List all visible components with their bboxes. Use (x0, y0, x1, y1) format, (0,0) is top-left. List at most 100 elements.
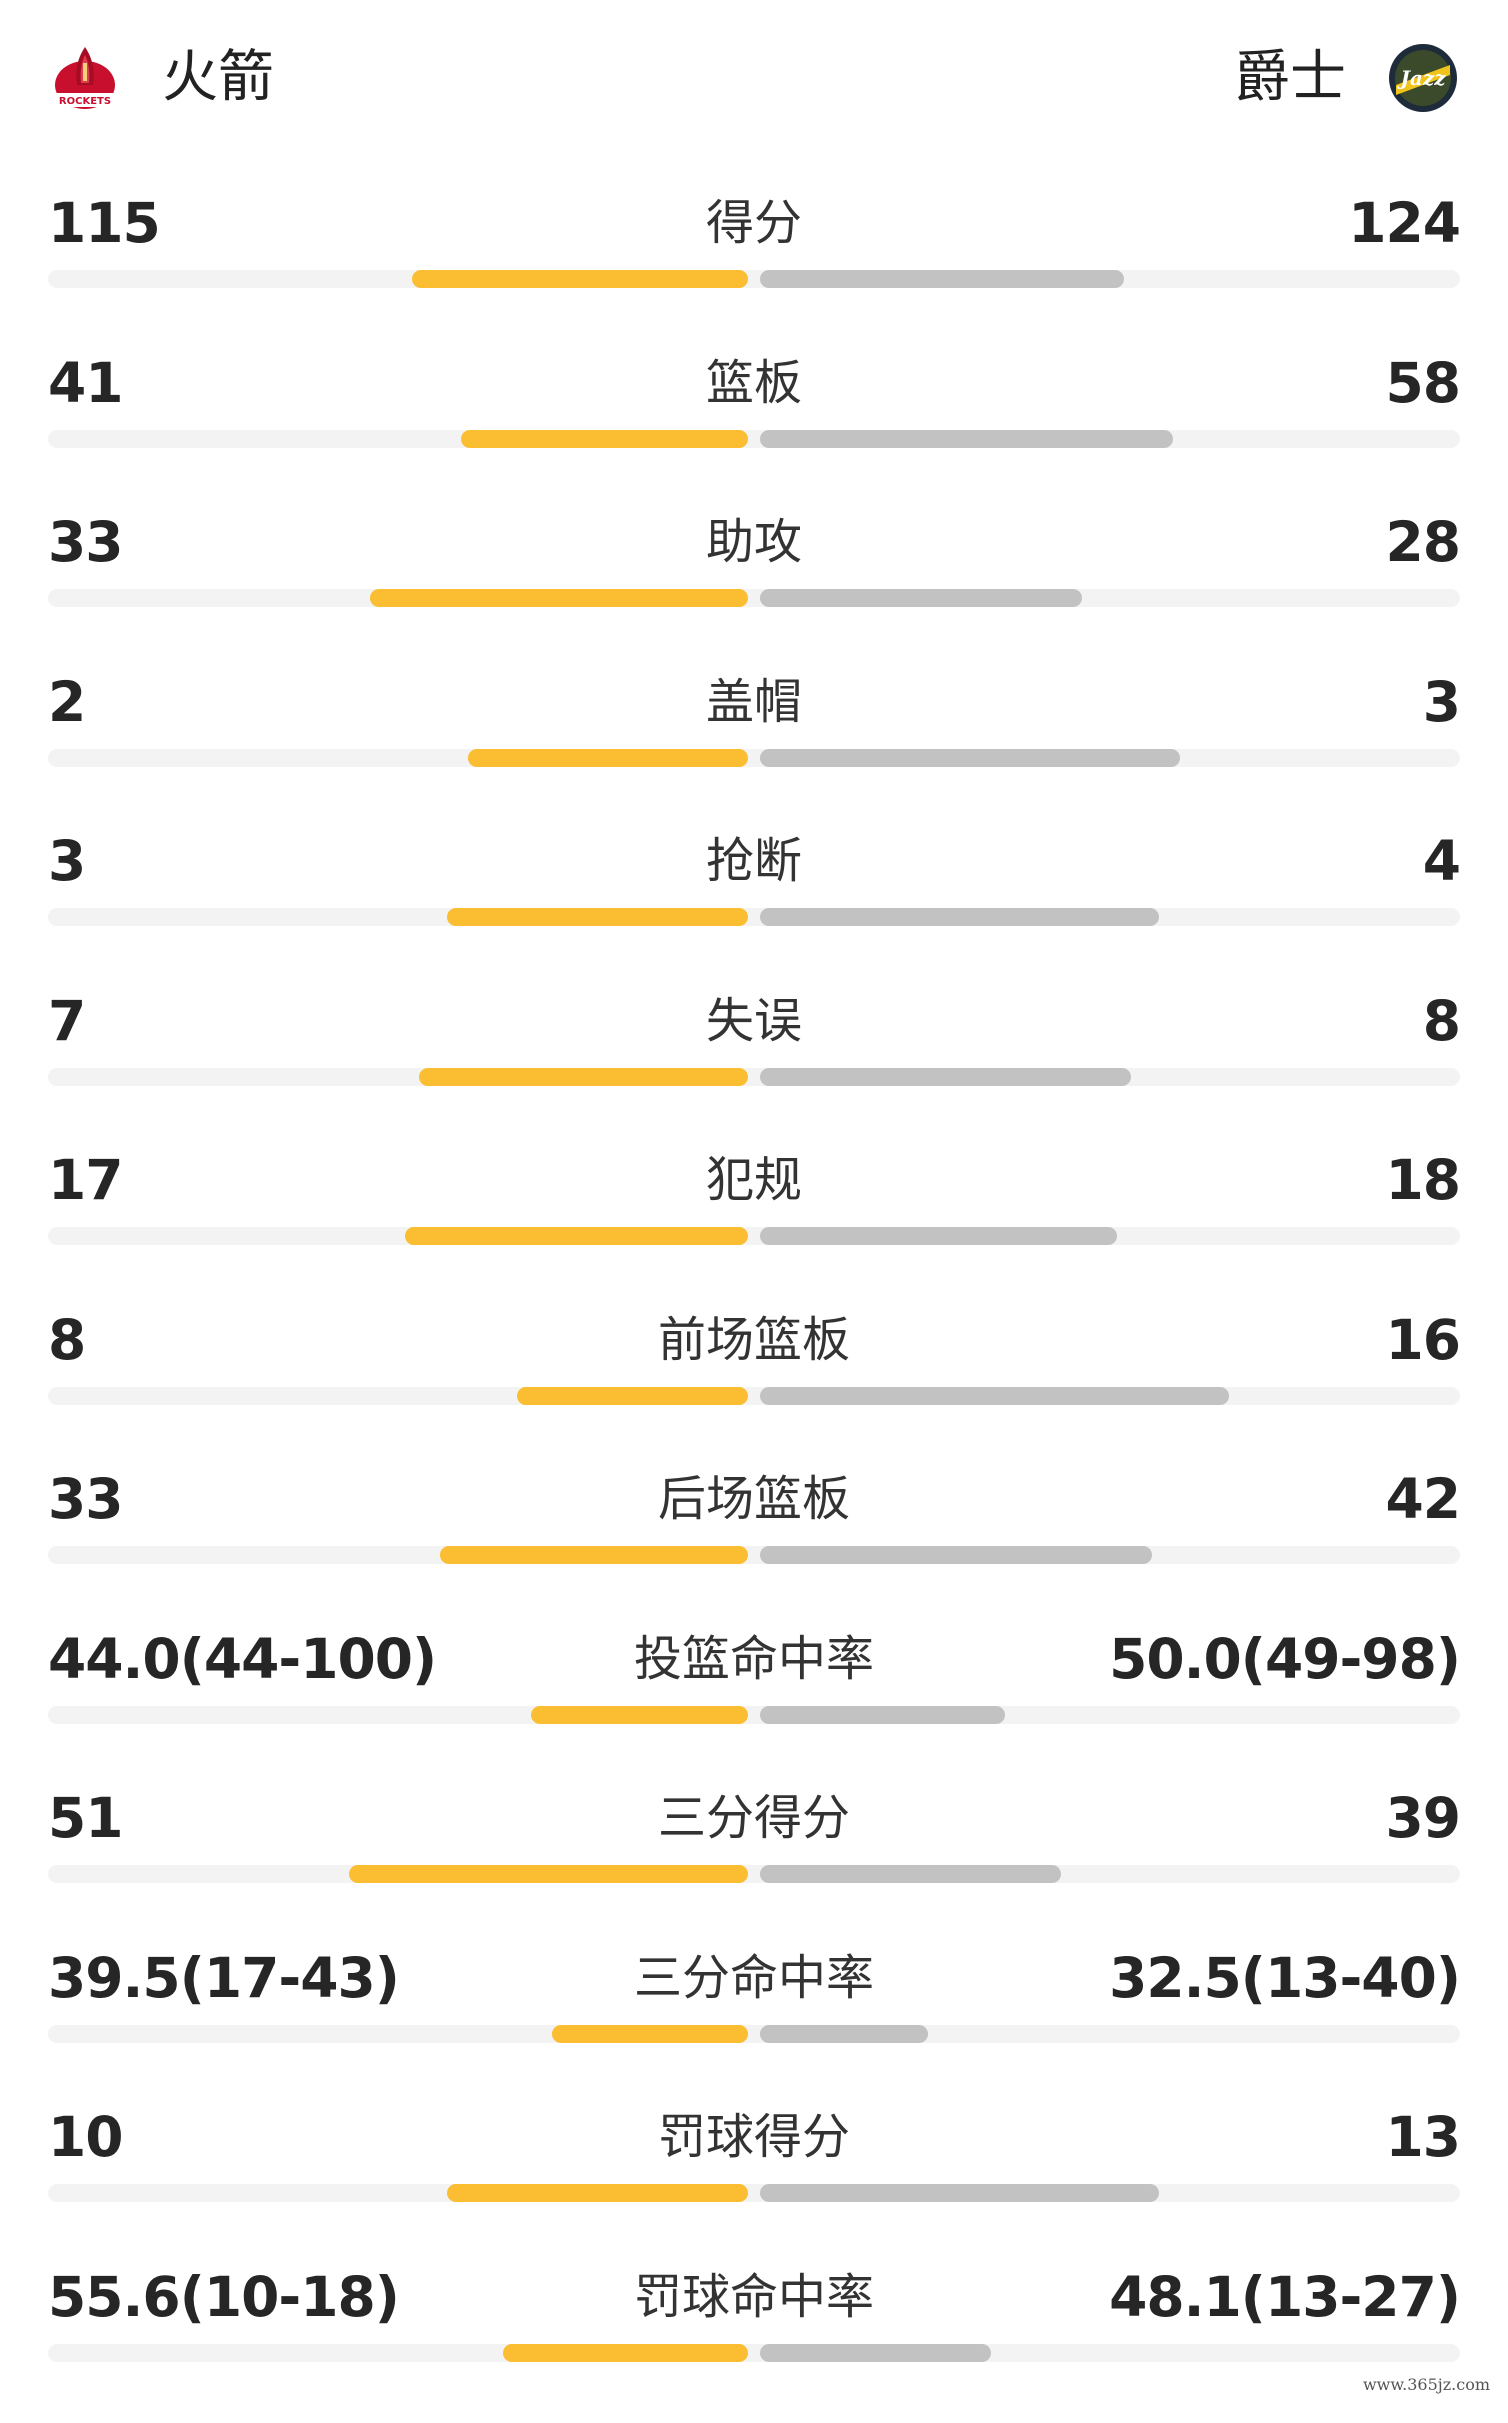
svg-text:ROCKETS: ROCKETS (59, 96, 111, 107)
stat-bar-track (48, 589, 1460, 607)
away-stat-bar (760, 908, 1159, 926)
home-stat-bar (447, 2184, 748, 2202)
home-team-name: 火箭 (162, 38, 274, 118)
away-stat-value: 124 (1348, 190, 1460, 256)
stat-bar-track (48, 1865, 1460, 1883)
away-stat-value: 42 (1385, 1466, 1460, 1532)
home-stat-bar (461, 430, 748, 448)
home-stat-bar (531, 1706, 748, 1724)
svg-text:Jazz: Jazz (1396, 66, 1446, 90)
home-stat-value: 115 (48, 190, 160, 256)
away-stat-bar (760, 749, 1180, 767)
stat-label: 罚球命中率 (554, 2264, 954, 2330)
away-stat-bar (760, 1227, 1117, 1245)
home-stat-value: 8 (48, 1307, 85, 1373)
away-stat-value: 48.1(13-27) (1109, 2264, 1460, 2330)
stat-bar-track (48, 1387, 1460, 1405)
away-stat-value: 39 (1385, 1785, 1460, 1851)
away-stat-value: 13 (1385, 2104, 1460, 2170)
stat-label: 投篮命中率 (554, 1626, 954, 1692)
stat-label: 助攻 (554, 509, 954, 575)
stat-label: 失误 (554, 988, 954, 1054)
away-stat-value: 4 (1423, 828, 1460, 894)
stat-label: 前场篮板 (554, 1307, 954, 1373)
stat-row: 41 篮板 58 (0, 350, 1508, 510)
away-stat-value: 28 (1385, 509, 1460, 575)
stat-bar-track (48, 270, 1460, 288)
away-stat-bar (760, 430, 1173, 448)
away-stat-bar (760, 270, 1124, 288)
home-stat-value: 33 (48, 509, 123, 575)
home-stat-value: 3 (48, 828, 85, 894)
stat-row: 10 罚球得分 13 (0, 2104, 1508, 2264)
away-stat-bar (760, 2184, 1159, 2202)
home-stat-value: 7 (48, 988, 85, 1054)
home-stat-bar (349, 1865, 748, 1883)
away-stat-bar (760, 1068, 1131, 1086)
home-stat-value: 33 (48, 1466, 123, 1532)
home-stat-bar (370, 589, 748, 607)
stat-row: 8 前场篮板 16 (0, 1307, 1508, 1467)
home-stat-bar (552, 2025, 748, 2043)
away-team[interactable]: 爵士 Jazz (1234, 38, 1460, 118)
stat-bar-track (48, 2184, 1460, 2202)
stat-label: 抢断 (554, 828, 954, 894)
away-stat-bar (760, 2025, 928, 2043)
home-stat-value: 2 (48, 669, 85, 735)
stat-bar-track (48, 1227, 1460, 1245)
home-stat-value: 17 (48, 1147, 123, 1213)
watermark: www.365jz.com (1363, 2375, 1490, 2394)
stat-row: 7 失误 8 (0, 988, 1508, 1148)
home-stat-value: 55.6(10-18) (48, 2264, 399, 2330)
away-stat-value: 8 (1423, 988, 1460, 1054)
home-stat-value: 44.0(44-100) (48, 1626, 436, 1692)
stat-bar-track (48, 2025, 1460, 2043)
jazz-logo-icon: Jazz (1386, 41, 1460, 115)
away-stat-value: 16 (1385, 1307, 1460, 1373)
away-stat-value: 3 (1423, 669, 1460, 735)
stat-label: 罚球得分 (554, 2104, 954, 2170)
stat-label: 犯规 (554, 1147, 954, 1213)
stat-label: 三分得分 (554, 1785, 954, 1851)
home-stat-value: 41 (48, 350, 123, 416)
home-stat-bar (412, 270, 748, 288)
stat-row: 55.6(10-18) 罚球命中率 48.1(13-27) (0, 2264, 1508, 2423)
stat-label: 后场篮板 (554, 1466, 954, 1532)
stat-row: 33 助攻 28 (0, 509, 1508, 669)
away-stat-value: 18 (1385, 1147, 1460, 1213)
stat-bar-track (48, 2344, 1460, 2362)
home-stat-bar (468, 749, 748, 767)
stat-bar-track (48, 1706, 1460, 1724)
away-stat-bar (760, 2344, 991, 2362)
stat-row: 33 后场篮板 42 (0, 1466, 1508, 1626)
stat-label: 盖帽 (554, 669, 954, 735)
stat-bar-track (48, 1068, 1460, 1086)
stat-row: 115 得分 124 (0, 190, 1508, 350)
away-stat-bar (760, 1706, 1005, 1724)
home-stat-bar (419, 1068, 748, 1086)
away-team-name: 爵士 (1234, 38, 1346, 118)
stat-bar-track (48, 1546, 1460, 1564)
team-header: ROCKETS 火箭 爵士 Jazz (0, 0, 1508, 150)
stat-bar-track (48, 430, 1460, 448)
away-stat-bar (760, 589, 1082, 607)
stat-label: 三分命中率 (554, 1945, 954, 2011)
home-stat-value: 10 (48, 2104, 123, 2170)
stat-label: 篮板 (554, 350, 954, 416)
away-stat-value: 32.5(13-40) (1109, 1945, 1460, 2011)
home-stat-value: 51 (48, 1785, 123, 1851)
stat-label: 得分 (554, 190, 954, 256)
away-stat-bar (760, 1387, 1229, 1405)
stat-bar-track (48, 908, 1460, 926)
home-stat-value: 39.5(17-43) (48, 1945, 399, 2011)
stat-row: 2 盖帽 3 (0, 669, 1508, 829)
home-team[interactable]: ROCKETS 火箭 (48, 38, 274, 118)
rockets-logo-icon: ROCKETS (48, 41, 122, 115)
stat-bar-track (48, 749, 1460, 767)
home-stat-bar (440, 1546, 748, 1564)
home-stat-bar (405, 1227, 748, 1245)
away-stat-value: 58 (1385, 350, 1460, 416)
stat-row: 17 犯规 18 (0, 1147, 1508, 1307)
